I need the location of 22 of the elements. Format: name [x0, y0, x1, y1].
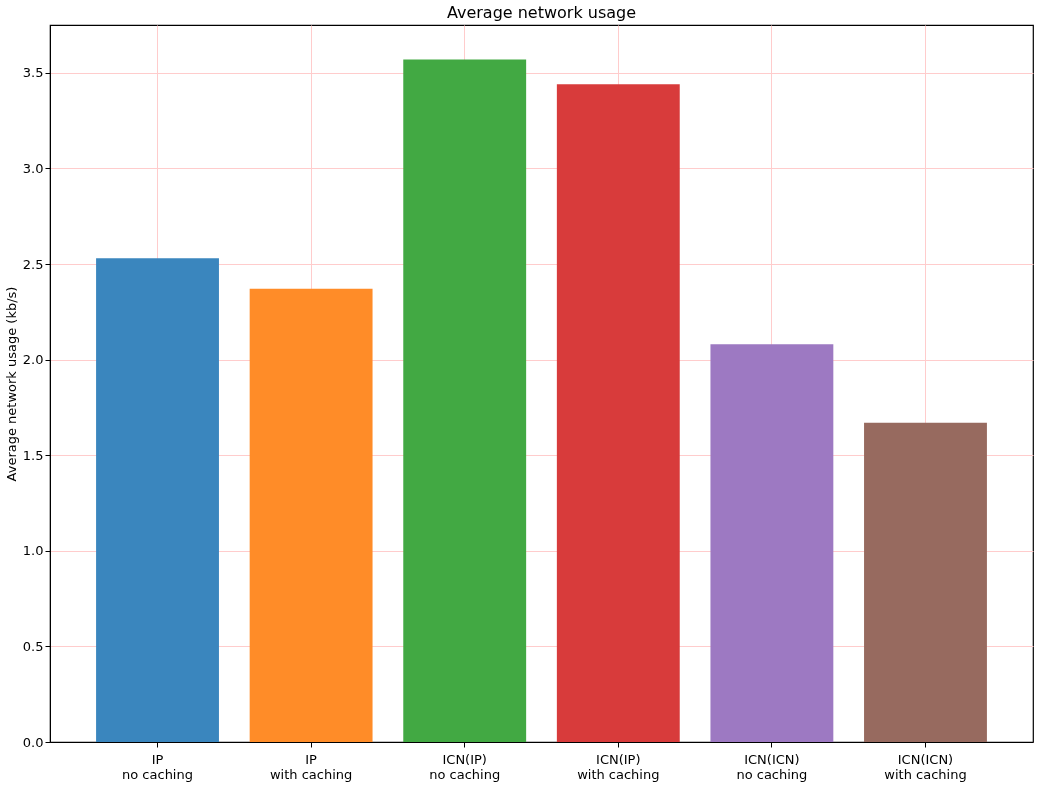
bar [403, 59, 527, 742]
x-tick-label: ICN(ICN) with caching [884, 751, 967, 782]
bar [864, 422, 987, 742]
bar [249, 288, 373, 742]
x-tick-label: ICN(IP) with caching [577, 751, 660, 782]
x-tick-label: ICN(ICN) no caching [736, 751, 808, 782]
bar [556, 84, 680, 742]
x-tick-label: ICN(IP) no caching [429, 751, 501, 782]
chart-title: Average network usage [446, 3, 637, 22]
y-tick-label: 3.5 [22, 65, 44, 81]
bar [96, 258, 219, 742]
y-tick-label: 1.0 [22, 543, 44, 559]
x-tick-label: IP with caching [269, 751, 353, 782]
y-tick-label: 0.5 [22, 638, 44, 654]
y-tick-label: 3.0 [22, 160, 44, 176]
y-tick-label: 2.0 [22, 352, 44, 368]
y-tick-label: 2.5 [22, 256, 44, 272]
y-tick-label: 0.0 [22, 734, 44, 750]
y-axis-title: Average network usage (kb/s) [3, 286, 19, 482]
bar [710, 344, 834, 742]
y-tick-label: 1.5 [22, 447, 44, 463]
x-tick-label: IP no caching [122, 751, 193, 782]
